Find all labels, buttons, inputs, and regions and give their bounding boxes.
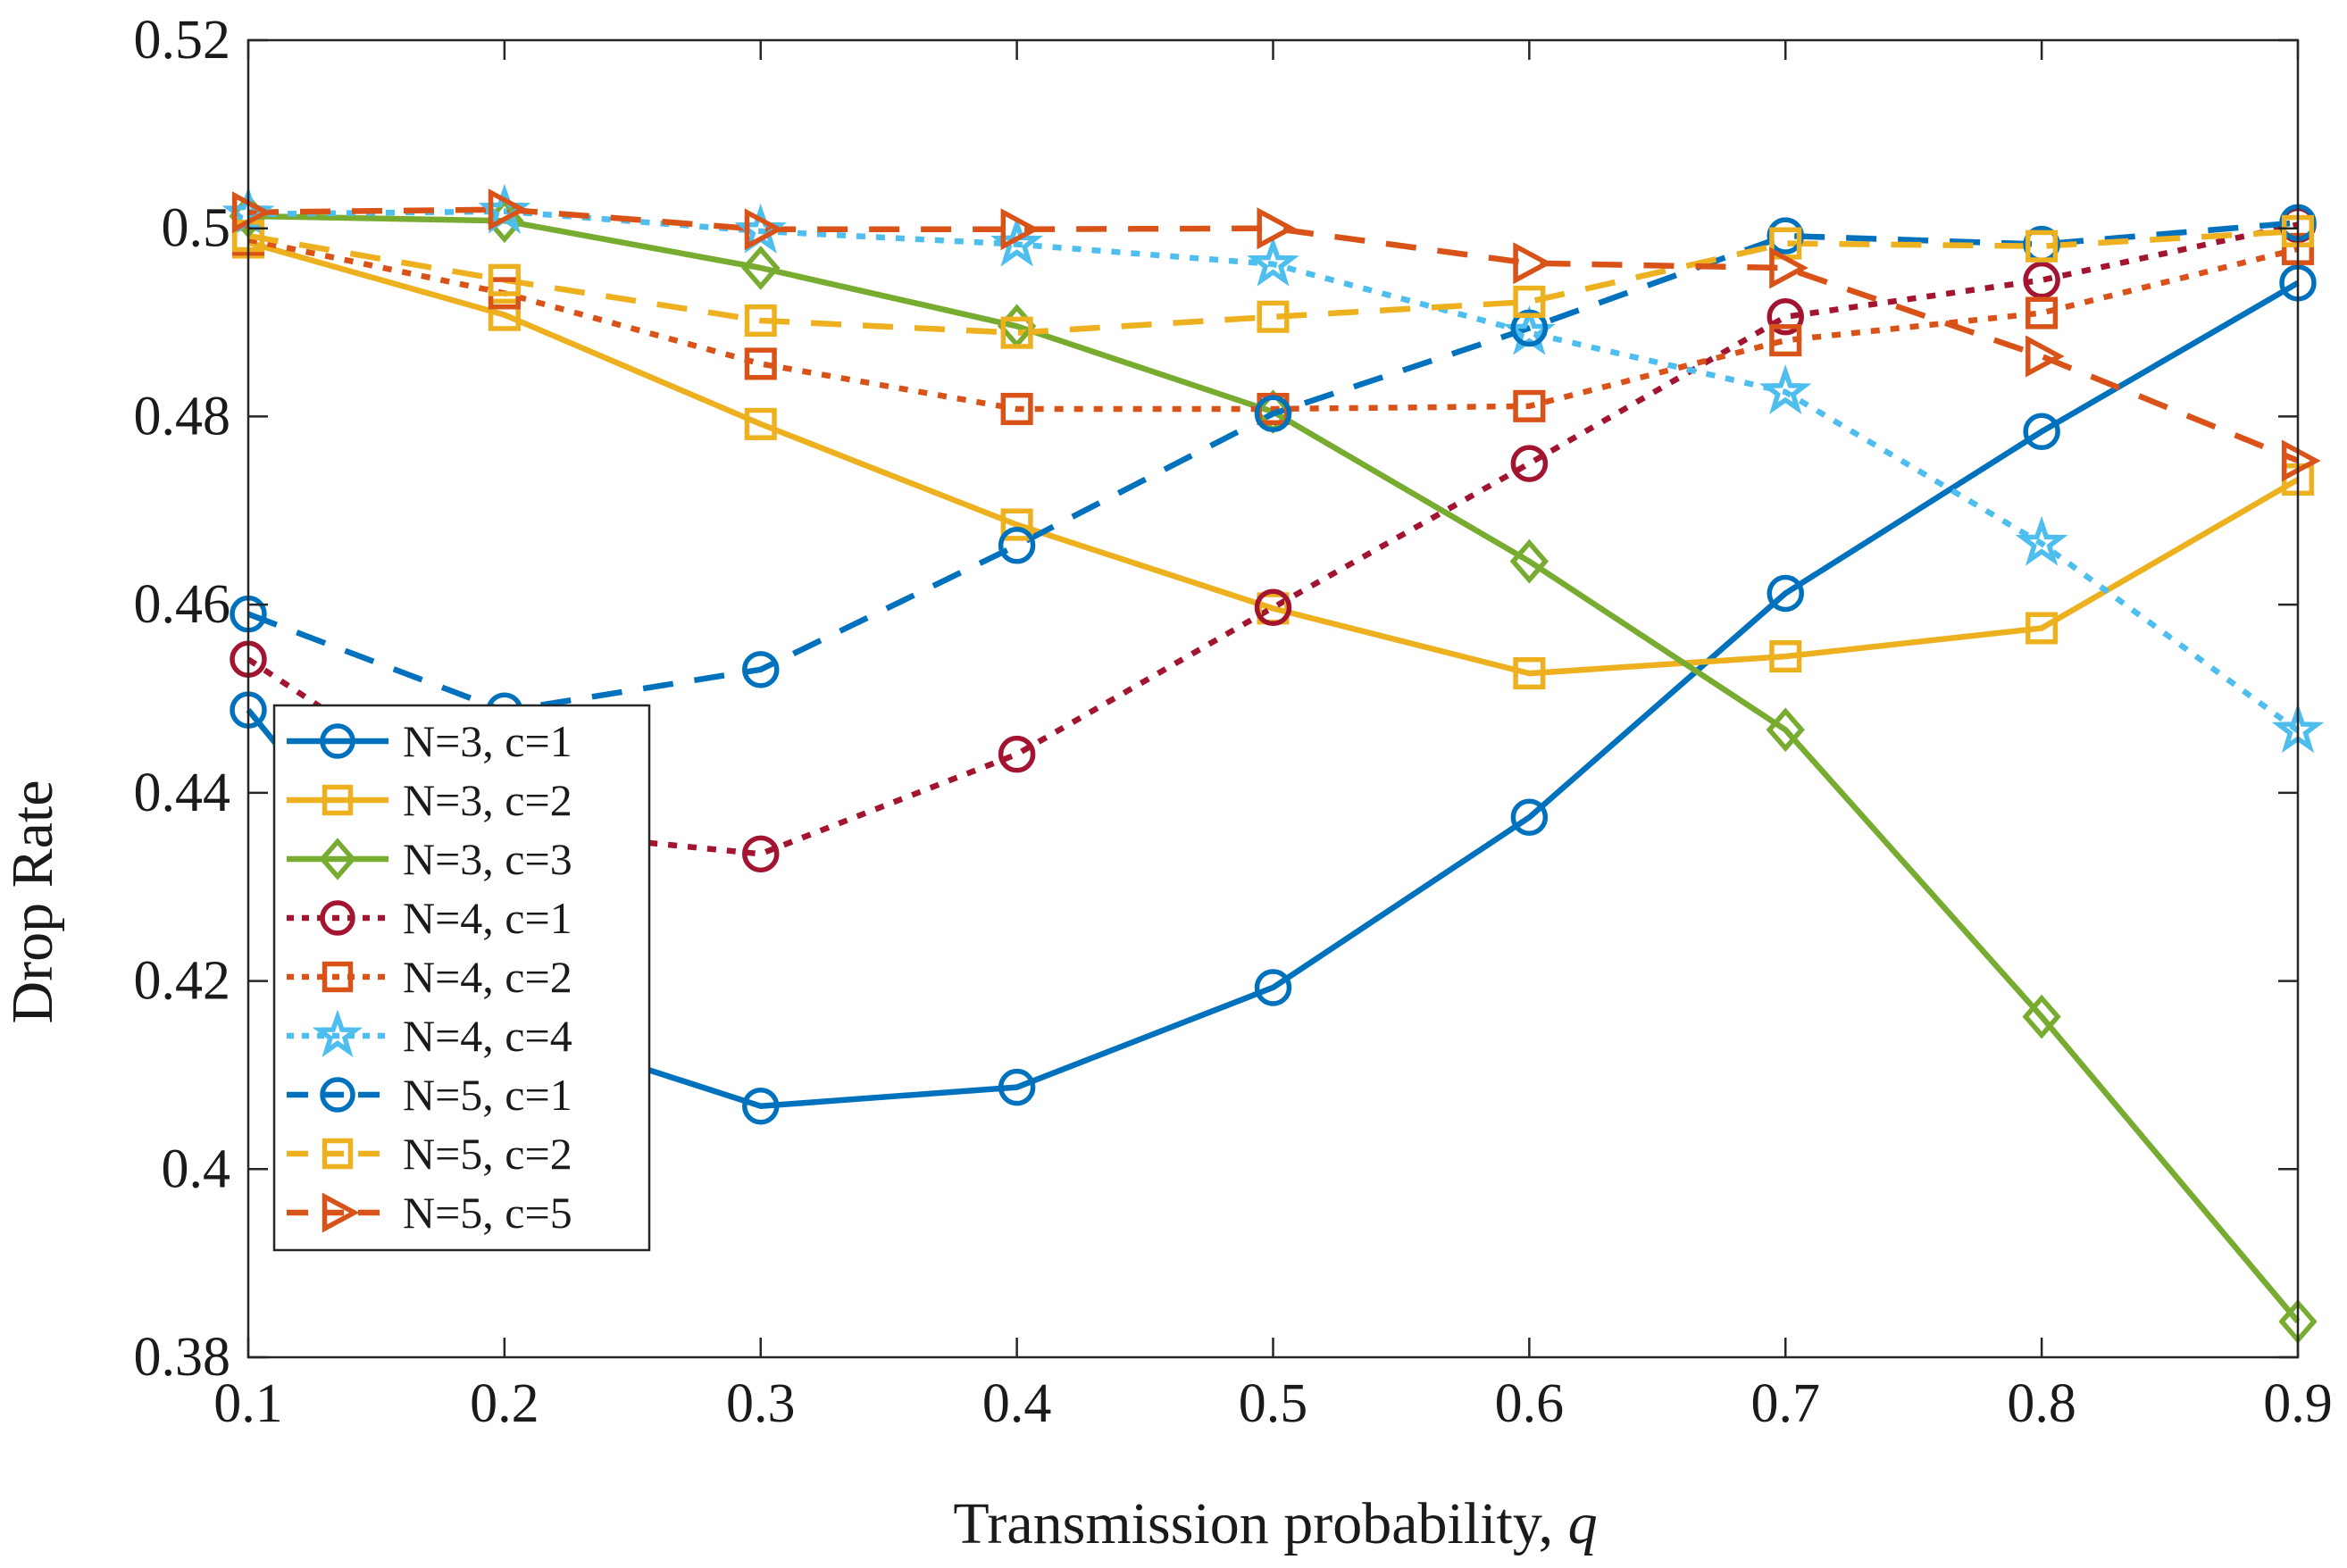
- data-point: [1769, 324, 1802, 357]
- legend-marker: [322, 961, 354, 993]
- data-point: [2025, 612, 2059, 645]
- data-point: [2025, 296, 2059, 329]
- y-tick-label: 0.4: [162, 1138, 231, 1199]
- data-point: [1513, 242, 1552, 285]
- legend-label: N=5, c=1: [403, 1070, 572, 1120]
- x-tick-label: 0.3: [726, 1373, 796, 1434]
- data-point: [2023, 413, 2060, 451]
- data-point: [998, 735, 1036, 773]
- series-line-9: [247, 206, 2300, 463]
- data-point: [1247, 236, 1299, 287]
- data-point: [2023, 261, 2060, 299]
- data-point: [741, 246, 781, 290]
- x-axis-label-text: Transmission probability,: [953, 1491, 1567, 1556]
- x-tick-label: 0.6: [1495, 1373, 1565, 1434]
- data-point: [1510, 445, 1549, 482]
- data-point: [2015, 515, 2068, 566]
- data-point: [2025, 229, 2059, 263]
- data-point: [1509, 538, 1549, 584]
- data-point: [1254, 969, 1292, 1006]
- legend-label: N=5, c=2: [403, 1129, 572, 1179]
- data-point: [742, 651, 780, 688]
- data-point: [488, 188, 528, 231]
- data-point: [1254, 395, 1292, 433]
- data-point: [744, 208, 784, 251]
- data-point: [2022, 994, 2061, 1039]
- x-axis-label-variable: q: [1568, 1491, 1598, 1556]
- legend-marker: [322, 784, 354, 816]
- y-tick-label: 0.42: [134, 951, 231, 1012]
- data-point: [1767, 574, 1804, 613]
- data-point: [488, 263, 521, 296]
- data-point: [1767, 298, 1804, 336]
- legend-label: N=4, c=1: [403, 893, 572, 943]
- y-tick-label: 0.5: [162, 198, 231, 259]
- data-point: [742, 835, 780, 873]
- data-point: [231, 191, 271, 234]
- axes: [246, 38, 2300, 1359]
- x-tick-label: 0.1: [213, 1373, 283, 1434]
- series-line-5: [247, 237, 2299, 413]
- series-line-6: [247, 208, 2300, 733]
- legend: N=3, c=1 N=3, c=2 N=3, c=3 N=4, c=1 N=4, c=2…: [272, 704, 651, 1252]
- data-point: [1000, 208, 1040, 251]
- legend-marker: [320, 900, 355, 936]
- y-axis-label: Drop Rate: [0, 780, 65, 1023]
- data-point: [998, 527, 1036, 564]
- legend-marker: [320, 723, 355, 759]
- data-point: [1000, 392, 1033, 426]
- legend-label: N=5, c=5: [403, 1188, 572, 1238]
- legend-label: N=4, c=4: [403, 1011, 572, 1061]
- series-line-2: [247, 239, 2300, 677]
- data-point: [998, 1068, 1036, 1106]
- data-point: [1254, 588, 1292, 627]
- x-tick-label: 0.4: [982, 1373, 1052, 1434]
- series-line-8: [247, 228, 2299, 336]
- data-point: [488, 298, 521, 331]
- y-tick-label: 0.52: [134, 10, 231, 71]
- data-point: [2281, 439, 2321, 482]
- data-point: [744, 407, 777, 440]
- legend-label: N=3, c=3: [403, 834, 572, 884]
- data-point: [1769, 246, 1808, 289]
- x-tick-label: 0.9: [2263, 1373, 2333, 1434]
- data-point: [1766, 707, 1805, 753]
- data-point: [744, 347, 777, 380]
- legend-marker: [319, 838, 356, 880]
- data-point: [1000, 316, 1033, 349]
- data-point: [1510, 309, 1549, 347]
- legend-marker: [322, 1138, 354, 1170]
- x-tick-label: 0.7: [1751, 1373, 1821, 1434]
- legend-label: N=3, c=1: [403, 716, 572, 766]
- x-tick-label: 0.5: [1239, 1373, 1308, 1434]
- data-point: [742, 1087, 780, 1125]
- legend-label: N=4, c=2: [403, 952, 572, 1002]
- data-point: [1513, 285, 1546, 318]
- tick-labels: 0.1 0.2 0.3 0.4 0.5 0.6 0.7 0.8 0.9 0.38 0.4 0.42 0.…: [134, 10, 2333, 1434]
- data-point: [1513, 389, 1546, 422]
- data-point: [1257, 207, 1297, 250]
- data-point: [1000, 508, 1033, 541]
- data-point: [1513, 657, 1546, 690]
- data-point: [1758, 364, 1812, 415]
- y-tick-label: 0.44: [134, 763, 231, 823]
- x-tick-label: 0.2: [470, 1373, 539, 1434]
- legend-label: N=3, c=2: [403, 775, 572, 825]
- data-point: [2025, 335, 2065, 378]
- data-point: [1257, 300, 1290, 333]
- legend-marker: [320, 1077, 355, 1113]
- x-axis-label: Transmission probability, q: [953, 1491, 1597, 1556]
- legend-marker: [312, 1009, 363, 1057]
- y-tick-label: 0.46: [134, 574, 231, 635]
- data-point: [744, 304, 777, 338]
- y-tick-label: 0.48: [134, 386, 231, 446]
- series-line-7: [246, 220, 2299, 714]
- y-tick-label: 0.38: [134, 1327, 231, 1388]
- data-point: [1769, 640, 1802, 673]
- data-point: [1510, 798, 1549, 836]
- legend-marker: [322, 1192, 360, 1233]
- x-tick-label: 0.8: [2007, 1373, 2076, 1434]
